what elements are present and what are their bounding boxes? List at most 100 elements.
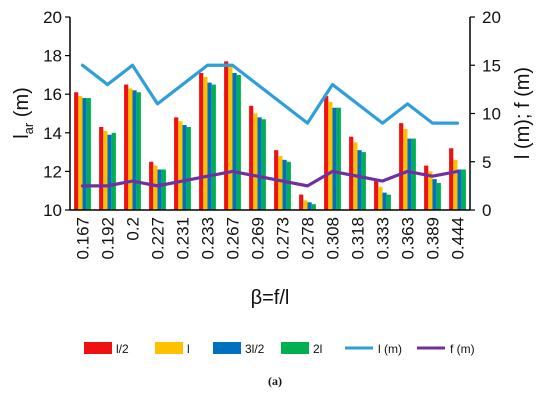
bar-l-2-12 [374, 181, 379, 210]
legend-label-l-m-: l (m) [378, 342, 402, 356]
legend-label-l: l [187, 342, 190, 356]
bar-3l-2-3 [157, 169, 162, 210]
bar-3l-2-7 [257, 117, 262, 210]
x-tick-label: 0.167 [74, 217, 93, 260]
bar-l-2-9 [299, 194, 304, 210]
bar-3l-2-8 [282, 159, 287, 210]
bar-2l-6 [236, 74, 241, 211]
bar-l-2-7 [249, 105, 254, 210]
legend-swatch-l-2 [84, 342, 112, 354]
bar-l-2-13 [399, 123, 404, 210]
y-left-tick-label: 16 [43, 85, 62, 104]
x-tick-label: 0.2 [124, 217, 143, 241]
bar-2l-7 [261, 119, 266, 210]
line-series-f-m- [80, 169, 460, 188]
bar-l-2-5 [199, 72, 204, 210]
y-right-tick-label: 0 [482, 201, 491, 220]
legend-swatch-3l-2 [213, 342, 241, 354]
bar-3l-2-13 [407, 138, 412, 210]
legend: l/2 l 3l/2 2l l (m) f (m) [84, 342, 475, 356]
bar-3l-2-0 [82, 98, 87, 210]
bar-l-1 [103, 130, 108, 210]
y-right-tick-label: 5 [482, 153, 491, 172]
x-tick-label: 0.231 [174, 217, 193, 260]
bar-3l-2-10 [332, 107, 337, 210]
bar-3l-2-14 [432, 179, 437, 210]
bar-3l-2-1 [107, 134, 112, 210]
x-tick-label: 0.318 [349, 217, 368, 260]
y-left-tick-label: 12 [43, 162, 62, 181]
bar-l-9 [303, 200, 308, 210]
bar-2l-0 [86, 98, 91, 210]
bar-2l-3 [161, 169, 166, 210]
bar-l-2-11 [349, 136, 354, 210]
legend-label-f-m-: f (m) [450, 342, 475, 356]
bar-2l-9 [311, 204, 316, 210]
x-axis-title: β=f/l [251, 287, 290, 309]
y-left-tick-label: 20 [43, 8, 62, 27]
bar-2l-10 [336, 107, 341, 210]
bar-2l-4 [186, 127, 191, 210]
bar-2l-2 [136, 92, 141, 210]
bar-l-13 [403, 128, 408, 210]
y-left-tick-label: 18 [43, 47, 62, 66]
x-tick-label: 0.267 [224, 217, 243, 260]
y-axis-left-title: lar (m) [11, 87, 36, 139]
x-tick-label: 0.333 [374, 217, 393, 260]
bar-l-10 [328, 101, 333, 210]
x-tick-label: 0.308 [324, 217, 343, 260]
bar-3l-2-6 [232, 72, 237, 210]
bar-3l-2-5 [207, 82, 212, 210]
bar-l-2-1 [99, 127, 104, 210]
bar-l-2-14 [424, 165, 429, 210]
bar-l-4 [178, 121, 183, 210]
x-tick-label: 0.233 [199, 217, 218, 260]
ticks-layer: 10 12 14 16 18 20 0 5 10 15 20 0.167 0.192 0.2 0.227 0.… [43, 8, 501, 260]
bar-l-5 [203, 76, 208, 210]
y-right-tick-label: 10 [482, 105, 501, 124]
bar-l-2-4 [174, 117, 179, 210]
x-tick-label: 0.389 [424, 217, 443, 260]
bars-layer [74, 61, 466, 211]
legend-label-3l-2: 3l/2 [245, 342, 265, 356]
bar-l-8 [278, 155, 283, 210]
bar-2l-5 [211, 84, 216, 210]
x-tick-label: 0.269 [249, 217, 268, 260]
y-left-tick-label: 14 [43, 124, 62, 143]
bar-3l-2-11 [357, 150, 362, 210]
bar-l-15 [453, 159, 458, 210]
legend-label-2l: 2l [313, 342, 322, 356]
legend-swatch-2l [281, 342, 309, 354]
bar-l-2-2 [124, 84, 129, 210]
bar-2l-11 [361, 152, 366, 210]
bar-2l-13 [411, 138, 416, 210]
bar-l-14 [428, 171, 433, 210]
lines-layer [80, 63, 460, 188]
bar-l-6 [228, 65, 233, 210]
bar-3l-2-9 [307, 202, 312, 210]
bar-l-2-6 [224, 61, 229, 210]
line-series-l-m- [80, 63, 460, 125]
bar-2l-15 [461, 169, 466, 210]
legend-label-l-2: l/2 [116, 342, 129, 356]
bar-2l-12 [386, 194, 391, 210]
y-right-tick-label: 20 [482, 8, 501, 27]
bar-l-2 [128, 88, 133, 210]
bar-3l-2-2 [132, 90, 137, 210]
bar-2l-1 [111, 132, 116, 210]
bar-2l-14 [436, 182, 441, 210]
bar-3l-2-12 [382, 192, 387, 210]
x-tick-label: 0.278 [299, 217, 318, 260]
y-right-tick-label: 15 [482, 56, 501, 75]
bar-3l-2-15 [457, 169, 462, 210]
x-tick-label: 0.273 [274, 217, 293, 260]
x-tick-label: 0.227 [149, 217, 168, 260]
legend-swatch-l [155, 342, 183, 354]
y-axis-left-title-sub: ar [21, 122, 36, 134]
bar-l-2-0 [74, 92, 79, 210]
y-left-tick-label: 10 [43, 201, 62, 220]
bar-l-0 [78, 96, 83, 210]
bar-l-2-15 [449, 148, 454, 210]
bar-l-12 [378, 186, 383, 210]
